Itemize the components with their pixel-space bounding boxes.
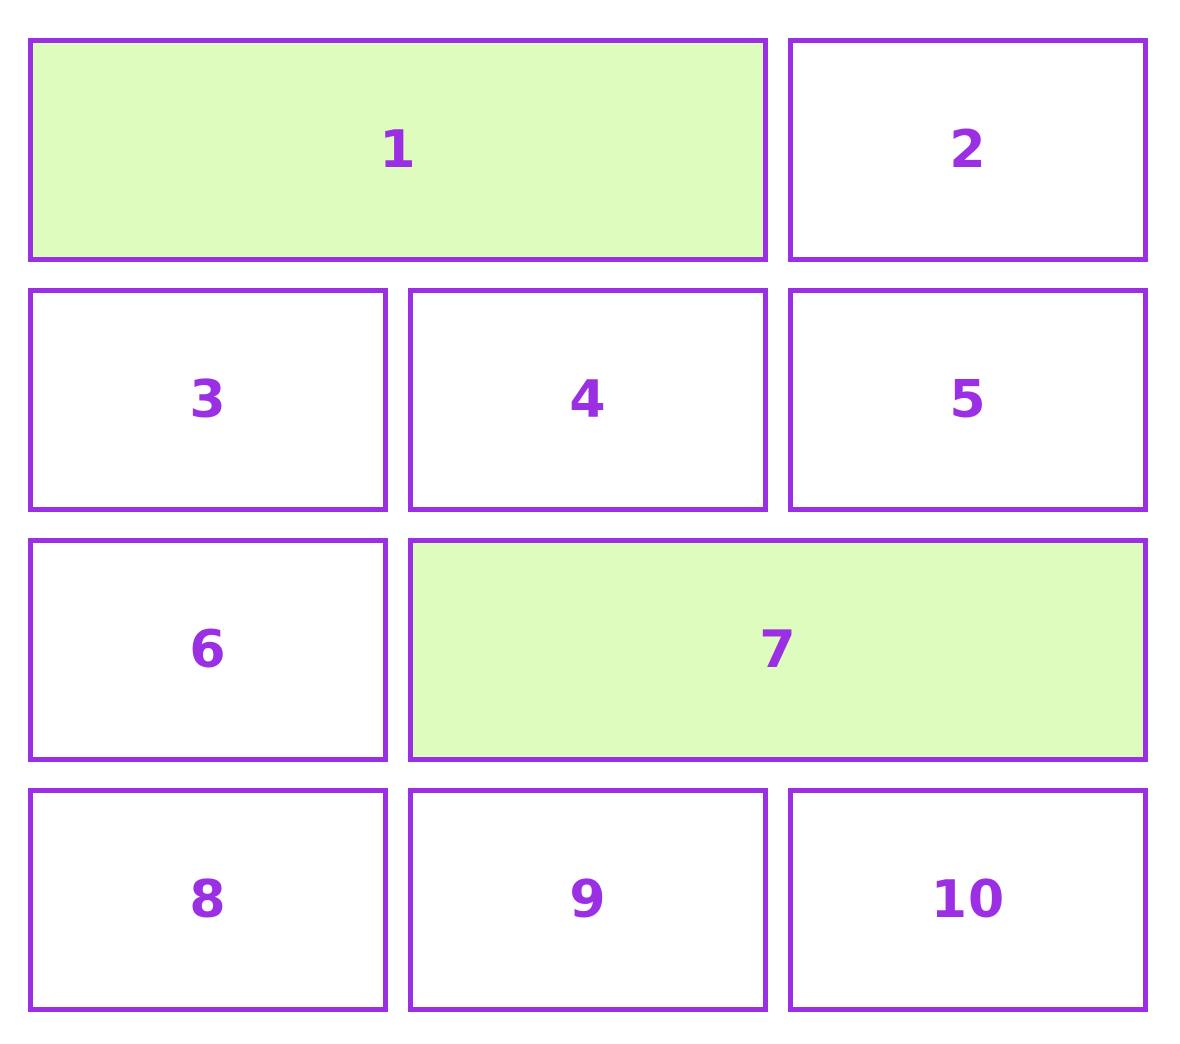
grid-cell-5: 5 [788, 288, 1148, 512]
grid-cell-7: 7 [408, 538, 1148, 762]
grid-cell-6: 6 [28, 538, 388, 762]
grid-cell-8: 8 [28, 788, 388, 1012]
cell-number: 10 [930, 870, 1006, 930]
cell-number: 3 [189, 370, 227, 430]
cell-number: 5 [949, 370, 987, 430]
cell-number: 6 [189, 620, 227, 680]
cell-number: 9 [569, 870, 607, 930]
grid-cell-10: 10 [788, 788, 1148, 1012]
cell-number: 7 [759, 620, 797, 680]
cell-number: 4 [569, 370, 607, 430]
cell-number: 8 [189, 870, 227, 930]
grid-cell-1: 1 [28, 38, 768, 262]
grid-cell-2: 2 [788, 38, 1148, 262]
grid-cell-4: 4 [408, 288, 768, 512]
grid-cell-3: 3 [28, 288, 388, 512]
cell-number: 2 [949, 120, 987, 180]
grid-cell-9: 9 [408, 788, 768, 1012]
cell-number: 1 [379, 120, 417, 180]
